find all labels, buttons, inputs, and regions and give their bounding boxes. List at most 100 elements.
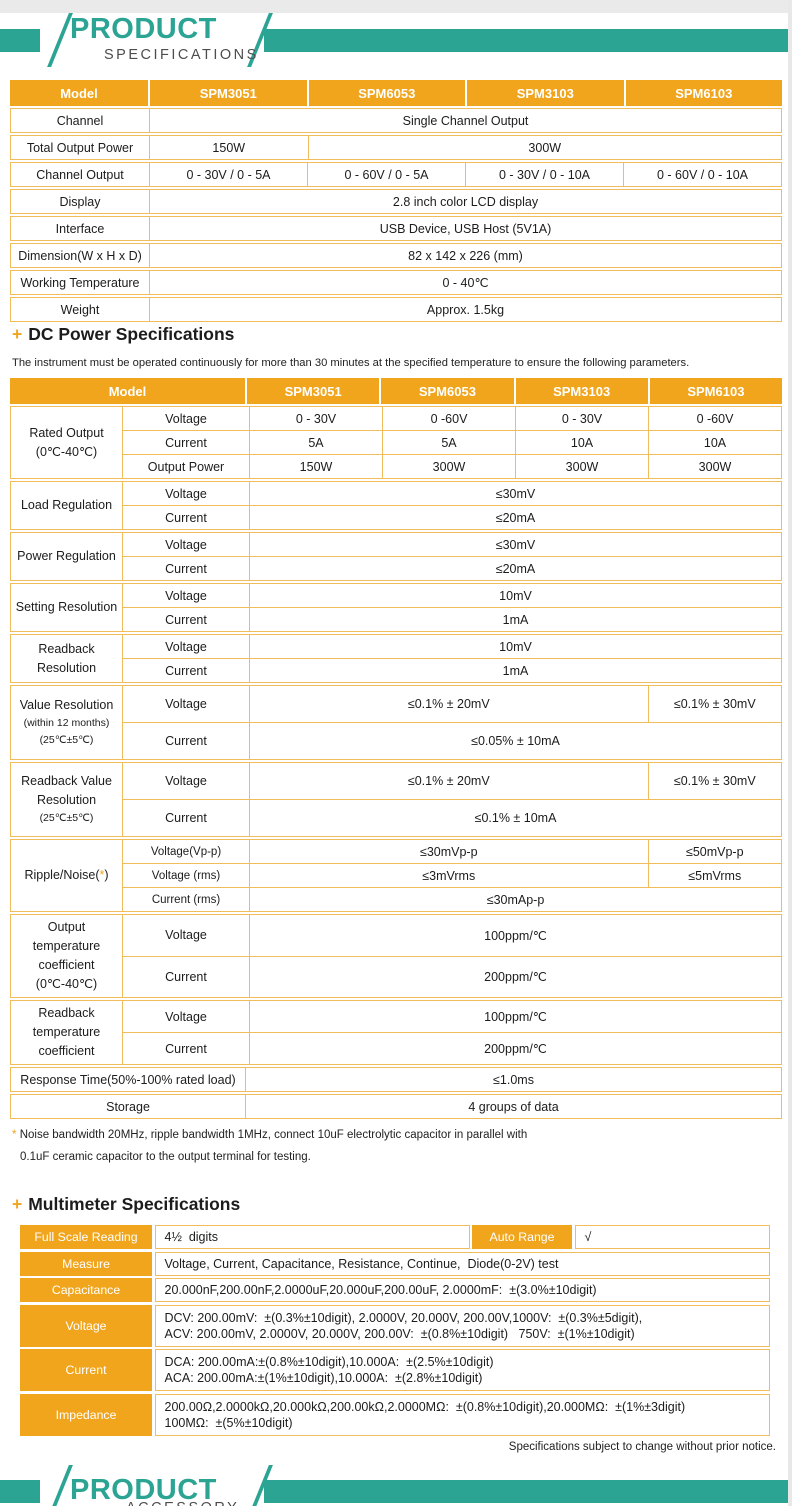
plus-icon: + (12, 324, 23, 344)
param-label: Current (123, 1033, 250, 1064)
cell: ≤0.1% ± 30mV (647, 763, 782, 799)
param-label: Current (123, 608, 250, 631)
row-label: Interface (11, 217, 150, 240)
table-row: Channel Single Channel Output (10, 108, 782, 133)
row-label: Storage (11, 1095, 246, 1118)
param-label: Voltage (rms) (123, 864, 250, 887)
row-label: Dimension(W x H x D) (11, 244, 150, 267)
cell: 150W (299, 459, 333, 474)
cell: 0 - 30V / 0 - 10A (465, 163, 623, 186)
teal-band-left (0, 29, 40, 52)
cell: 2.8 inch color LCD display (392, 194, 539, 209)
group-label: Readback temperature coefficient (11, 1001, 123, 1064)
group-label: Readback Value Resolution (25℃±5℃) (11, 763, 123, 836)
teal-band-right (264, 1480, 792, 1503)
cell: 100ppm/℃ (484, 928, 547, 943)
disclaimer-text: Specifications subject to change without… (508, 1441, 776, 1453)
cell: 10A (515, 431, 648, 454)
cell: 150W (212, 140, 246, 155)
spec-row: Current 5A 5A 10A 10A (123, 430, 781, 454)
table-row: Interface USB Device, USB Host (5V1A) (10, 216, 782, 241)
group-label: Setting Resolution (15, 600, 118, 614)
teal-band-left (0, 1480, 40, 1503)
teal-band-right (264, 29, 792, 52)
cell: 200ppm/℃ (484, 1042, 547, 1056)
row-label: Impedance (20, 1393, 152, 1436)
param-label: Voltage (123, 635, 250, 658)
cell: 10mV (499, 588, 532, 603)
param-label: Current (123, 506, 250, 529)
table-row: Impedance 200.00Ω,2.0000kΩ,20.000kΩ,200.… (20, 1393, 770, 1436)
cell: 0 - 60V / 0 - 5A (307, 163, 465, 186)
cell: ≤20mA (495, 561, 536, 576)
cell: 1mA (502, 612, 529, 627)
mm-section-title: Multimeter Specifications (28, 1194, 241, 1214)
table-row: Channel Output 0 - 30V / 0 - 5A 0 - 60V … (10, 162, 782, 187)
cell: 300W (648, 455, 781, 478)
column-header: SPM6103 (625, 80, 782, 106)
footer-subtitle: ACCESSORY (126, 1501, 239, 1506)
table-row: Display 2.8 inch color LCD display (10, 189, 782, 214)
cell: ≤0.1% ± 20mV (407, 774, 490, 788)
cell: 10mV (499, 639, 532, 654)
cell: 1mA (502, 663, 529, 678)
group-label: Load Regulation (20, 498, 113, 512)
row-label: Working Temperature (11, 271, 150, 294)
cell: 4 groups of data (468, 1099, 559, 1114)
footer-banner: PRODUCT ACCESSORY (0, 1463, 792, 1506)
param-label: Voltage(Vp-p) (123, 840, 250, 863)
group-label: Output temperature coefficient (0℃-40℃) (11, 915, 123, 997)
page-title: PRODUCT (70, 13, 217, 45)
param-label: Voltage (123, 915, 250, 956)
table-row: Weight Approx. 1.5kg (10, 297, 782, 322)
column-header: SPM3103 (515, 378, 648, 404)
param-label: Current (rms) (123, 888, 250, 911)
cell: 100ppm/℃ (484, 1010, 547, 1024)
dc-footnote: * Noise bandwidth 20MHz, ripple bandwidt… (12, 1129, 528, 1163)
cell: ≤0.1% ± 10mA (474, 811, 557, 825)
spec-group-readback-resolution: Readback Resolution Voltage 10mV Current … (10, 634, 782, 683)
cell: 0 - 40℃ (442, 276, 489, 290)
column-header: SPM3103 (467, 80, 624, 106)
table-row: Measure Voltage, Current, Capacitance, R… (20, 1251, 770, 1276)
cell: 0 - 30V / 0 - 5A (186, 167, 271, 182)
cell: ≤5mVrms (647, 864, 782, 887)
dc-section-title: DC Power Specifications (28, 324, 235, 344)
cell: ≤50mVp-p (647, 840, 782, 863)
table-row: Working Temperature 0 - 40℃ (10, 270, 782, 295)
page-top-edge (0, 0, 792, 13)
cell: 82 x 142 x 226 (mm) (408, 248, 523, 263)
cell: 10A (648, 431, 781, 454)
cell: Voltage, Current, Capacitance, Resistanc… (154, 1251, 770, 1276)
row-label: Display (11, 190, 150, 213)
param-label: Current (123, 956, 250, 997)
param-label: Voltage (123, 1001, 250, 1032)
spec-group-setting-resolution: Setting Resolution Voltage 10mV Current … (10, 583, 782, 632)
cell: 20.000nF,200.00nF,2.0000uF,20.000uF,200.… (154, 1278, 770, 1302)
cell: 0 -60V (648, 407, 781, 430)
row-label: Channel (11, 109, 150, 132)
cell: 200.00Ω,2.0000kΩ,20.000kΩ,200.00kΩ,2.000… (154, 1393, 770, 1436)
row-label: Channel Output (11, 163, 150, 186)
cell: Single Channel Output (402, 113, 529, 128)
group-label: Ripple/Noise(*) (11, 840, 123, 911)
spec-group-value-resolution: Value Resolution (within 12 months) (25℃… (10, 685, 782, 760)
cell: 0 - 60V / 0 - 10A (623, 163, 781, 186)
cell: ≤30mV (495, 486, 536, 501)
table-row: Dimension(W x H x D) 82 x 142 x 226 (mm) (10, 243, 782, 268)
table-row: Voltage DCV: 200.00mV: ±(0.3%±10digit), … (20, 1304, 770, 1347)
table-row: Current DCA: 200.00mA:±(0.8%±10digit),10… (20, 1349, 770, 1391)
cell: 0 -60V (382, 407, 515, 430)
dc-spec-table: Model SPM3051 SPM6053 SPM3103 SPM6103 Ra… (10, 378, 782, 1119)
column-header: SPM6053 (381, 378, 514, 404)
column-header: SPM3051 (150, 80, 307, 106)
param-label: Output Power (123, 455, 250, 478)
param-label: Voltage (123, 763, 250, 799)
row-label: Full Scale Reading (20, 1225, 152, 1249)
table-header-row: Model SPM3051 SPM6053 SPM3103 SPM6103 (10, 378, 782, 404)
cell: ≤3mVrms (422, 868, 476, 883)
cell: 300W (307, 136, 782, 159)
cell: 200ppm/℃ (484, 970, 547, 985)
group-label: Value Resolution (within 12 months) (25℃… (11, 686, 123, 759)
param-label: Voltage (123, 533, 250, 556)
